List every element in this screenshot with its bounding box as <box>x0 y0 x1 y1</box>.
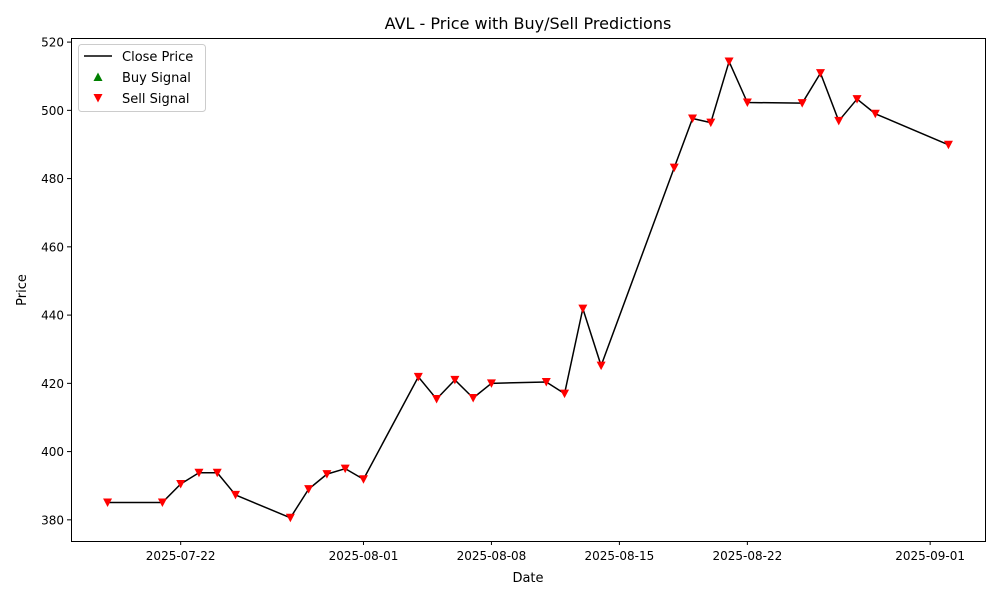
sell-signal-marker <box>834 116 844 126</box>
sell-signal-marker <box>157 498 167 507</box>
x-tick-label: 2025-08-08 <box>457 549 527 563</box>
y-tick-label: 480 <box>41 172 64 186</box>
x-axis-label: Date <box>512 571 543 586</box>
axis-ticks: 380 400 420 440 460 480 500 520 2025-07-22 2025-0… <box>41 36 965 563</box>
sell-signal-marker <box>596 361 606 371</box>
x-tick-label: 2025-08-15 <box>585 549 655 563</box>
sell-signal-marker <box>322 470 332 479</box>
sell-signal-marker <box>413 372 423 382</box>
sell-signal-marker <box>358 475 368 484</box>
legend: Close Price Buy Signal Sell Signal <box>78 44 206 112</box>
legend-sell-signal-label: Sell Signal <box>122 92 190 107</box>
sell-signal-marker <box>450 375 460 385</box>
sell-signal-marker <box>103 498 113 507</box>
x-tick-label: 2025-07-22 <box>146 549 216 563</box>
sell-signal-marker <box>560 389 570 399</box>
x-tick-label: 2025-08-22 <box>712 549 782 563</box>
legend-frame <box>78 44 206 112</box>
sell-signal-marker <box>176 480 186 489</box>
sell-signal-marker <box>815 69 825 78</box>
y-tick-label: 460 <box>41 240 64 254</box>
sell-signal-marker <box>578 304 588 314</box>
sell-signal-marker <box>541 377 551 387</box>
y-tick-label: 500 <box>41 104 64 118</box>
sell-signal-marker <box>742 98 752 107</box>
x-tick-label: 2025-08-01 <box>329 549 399 563</box>
sell-signal-marker <box>724 57 734 67</box>
sell-signal-marker <box>852 95 862 104</box>
legend-close-price-label: Close Price <box>122 50 193 65</box>
sell-signal-marker <box>706 118 716 128</box>
sell-signal-marker <box>340 464 350 474</box>
sell-signal-marker <box>231 490 241 500</box>
sell-signal-marker <box>870 109 880 119</box>
legend-buy-signal-label: Buy Signal <box>122 71 191 86</box>
sell-signal-marker <box>486 379 496 388</box>
chart-title: AVL - Price with Buy/Sell Predictions <box>385 14 672 33</box>
legend-buy-signal-marker <box>93 72 103 81</box>
sell-signal-marker <box>285 513 295 523</box>
legend-sell-signal-marker <box>93 94 103 103</box>
plot-area <box>103 57 953 523</box>
y-tick-label: 400 <box>41 445 64 459</box>
sell-signal-marker <box>304 485 314 494</box>
sell-signal-marker <box>468 394 478 403</box>
sell-signal-marker <box>797 99 807 108</box>
sell-signal-marker <box>212 468 222 478</box>
sell-signal-marker <box>688 114 698 124</box>
y-tick-label: 380 <box>41 513 64 527</box>
y-tick-label: 440 <box>41 309 64 323</box>
sell-signal-marker <box>432 395 442 404</box>
x-tick-label: 2025-09-01 <box>895 549 965 563</box>
sell-signal-marker <box>194 468 204 478</box>
y-axis-label: Price <box>15 274 30 306</box>
y-tick-label: 520 <box>41 36 64 50</box>
axes-frame <box>71 38 986 542</box>
sell-signal-marker <box>943 140 953 150</box>
y-tick-label: 420 <box>41 377 64 391</box>
sell-signal-marker <box>669 163 679 173</box>
